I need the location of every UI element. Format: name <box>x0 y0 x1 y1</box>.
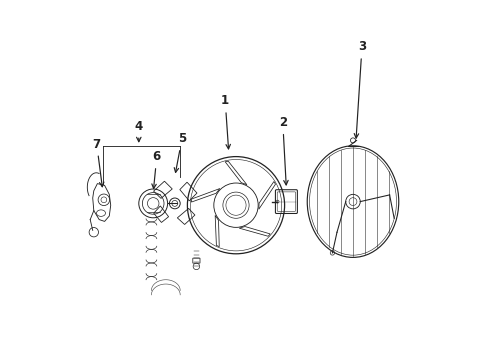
Text: 7: 7 <box>93 138 104 187</box>
Text: 3: 3 <box>354 40 366 138</box>
Text: 1: 1 <box>221 94 230 149</box>
Text: 2: 2 <box>279 116 288 185</box>
Text: 6: 6 <box>152 150 161 189</box>
Text: 4: 4 <box>135 120 143 142</box>
Text: 5: 5 <box>174 132 186 172</box>
